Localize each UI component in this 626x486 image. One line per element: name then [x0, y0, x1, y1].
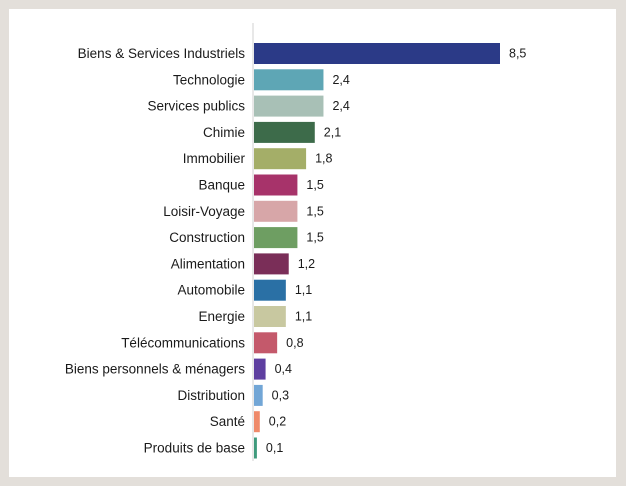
bar	[254, 437, 257, 459]
category-label: Télécommunications	[121, 335, 245, 350]
value-label: 2,4	[332, 99, 349, 113]
bar	[254, 148, 307, 170]
value-label: 1,5	[306, 204, 323, 218]
category-label: Chimie	[203, 125, 245, 140]
value-label: 0,8	[286, 336, 303, 350]
category-label: Alimentation	[171, 256, 245, 271]
bar	[254, 174, 298, 196]
bar	[254, 227, 298, 249]
value-label: 0,4	[275, 362, 292, 376]
category-label: Distribution	[177, 388, 245, 403]
category-label: Construction	[169, 230, 245, 245]
bar	[254, 411, 260, 433]
category-label: Produits de base	[144, 441, 245, 456]
bar	[254, 69, 324, 91]
bar	[254, 358, 266, 380]
bar	[254, 332, 278, 354]
category-label: Santé	[210, 414, 245, 429]
category-label: Biens & Services Industriels	[78, 46, 246, 61]
category-label: Loisir-Voyage	[163, 204, 245, 219]
value-label: 1,2	[298, 257, 315, 271]
value-label: 0,3	[272, 388, 289, 402]
bar	[254, 384, 263, 406]
bar	[254, 95, 324, 117]
bar	[254, 121, 315, 143]
category-label: Services publics	[147, 99, 245, 114]
value-label: 0,1	[266, 441, 283, 455]
category-label: Energie	[198, 309, 245, 324]
bar	[254, 306, 286, 327]
category-label: Immobilier	[183, 151, 246, 166]
value-label: 8,5	[509, 47, 526, 61]
category-label: Automobile	[177, 283, 245, 298]
horizontal-bar-chart: Biens & Services Industriels 8,5 Technolog…	[65, 23, 526, 461]
value-label: 1,5	[306, 231, 323, 245]
category-label: Banque	[198, 178, 245, 193]
category-label: Technologie	[173, 72, 245, 87]
value-label: 1,1	[295, 310, 312, 324]
chart-panel: Biens & Services Industriels 8,5 Technolog…	[9, 9, 616, 477]
bar	[254, 279, 286, 301]
category-label: Biens personnels & ménagers	[65, 362, 245, 377]
value-label: 2,1	[324, 125, 341, 139]
bar	[254, 253, 289, 275]
value-label: 0,2	[269, 415, 286, 429]
value-label: 1,8	[315, 152, 332, 166]
value-label: 1,5	[306, 178, 323, 192]
value-label: 1,1	[295, 283, 312, 297]
value-label: 2,4	[332, 73, 349, 87]
bar	[254, 43, 500, 64]
bar	[254, 200, 298, 222]
